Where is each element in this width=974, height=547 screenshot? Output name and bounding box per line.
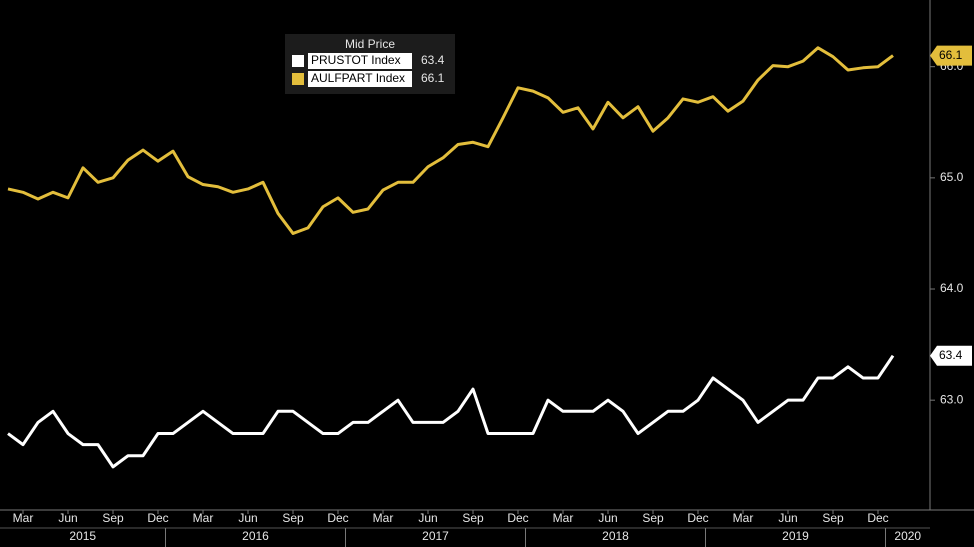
year-label: 2017 — [422, 529, 449, 543]
x-tick-label: Sep — [102, 511, 124, 525]
legend-value: 63.4 — [421, 53, 445, 67]
legend-label: PRUSTOT Index — [311, 53, 401, 67]
last-value-label: 66.1 — [939, 48, 963, 62]
last-value-tag — [930, 45, 972, 66]
x-tick-label: Dec — [327, 511, 348, 525]
x-tick-label: Mar — [193, 511, 214, 525]
x-tick-label: Sep — [822, 511, 844, 525]
legend-swatch — [292, 73, 304, 85]
legend-label: AULFPART Index — [311, 71, 405, 85]
x-tick-label: Jun — [418, 511, 437, 525]
x-tick-label: Jun — [58, 511, 77, 525]
legend-label-bg — [308, 71, 412, 87]
x-tick-label: Jun — [238, 511, 257, 525]
last-value-label: 63.4 — [939, 348, 963, 362]
x-tick-label: Jun — [778, 511, 797, 525]
y-tick-label: 65.0 — [940, 170, 964, 184]
x-tick-label: Sep — [282, 511, 304, 525]
year-label: 2016 — [242, 529, 269, 543]
x-tick-label: Sep — [462, 511, 484, 525]
x-tick-label: Dec — [147, 511, 168, 525]
x-tick-label: Dec — [687, 511, 708, 525]
y-tick-label: 63.0 — [940, 392, 964, 406]
year-label: 2018 — [602, 529, 629, 543]
year-label: 2020 — [894, 529, 921, 543]
line-series — [7, 354, 895, 469]
x-tick-label: Dec — [867, 511, 888, 525]
last-value-tag — [930, 345, 972, 366]
legend-swatch — [292, 55, 304, 67]
x-tick-label: Dec — [507, 511, 528, 525]
x-tick-label: Mar — [13, 511, 34, 525]
x-tick-label: Mar — [733, 511, 754, 525]
line-series — [7, 46, 894, 235]
year-label: 2015 — [69, 529, 96, 543]
x-tick-label: Jun — [598, 511, 617, 525]
legend-label-bg — [308, 53, 412, 69]
legend-value: 66.1 — [421, 71, 445, 85]
x-tick-label: Mar — [373, 511, 394, 525]
year-label: 2019 — [782, 529, 809, 543]
legend-title: Mid Price — [345, 37, 395, 51]
x-tick-label: Mar — [553, 511, 574, 525]
x-tick-label: Sep — [642, 511, 664, 525]
y-tick-label: 64.0 — [940, 281, 964, 295]
